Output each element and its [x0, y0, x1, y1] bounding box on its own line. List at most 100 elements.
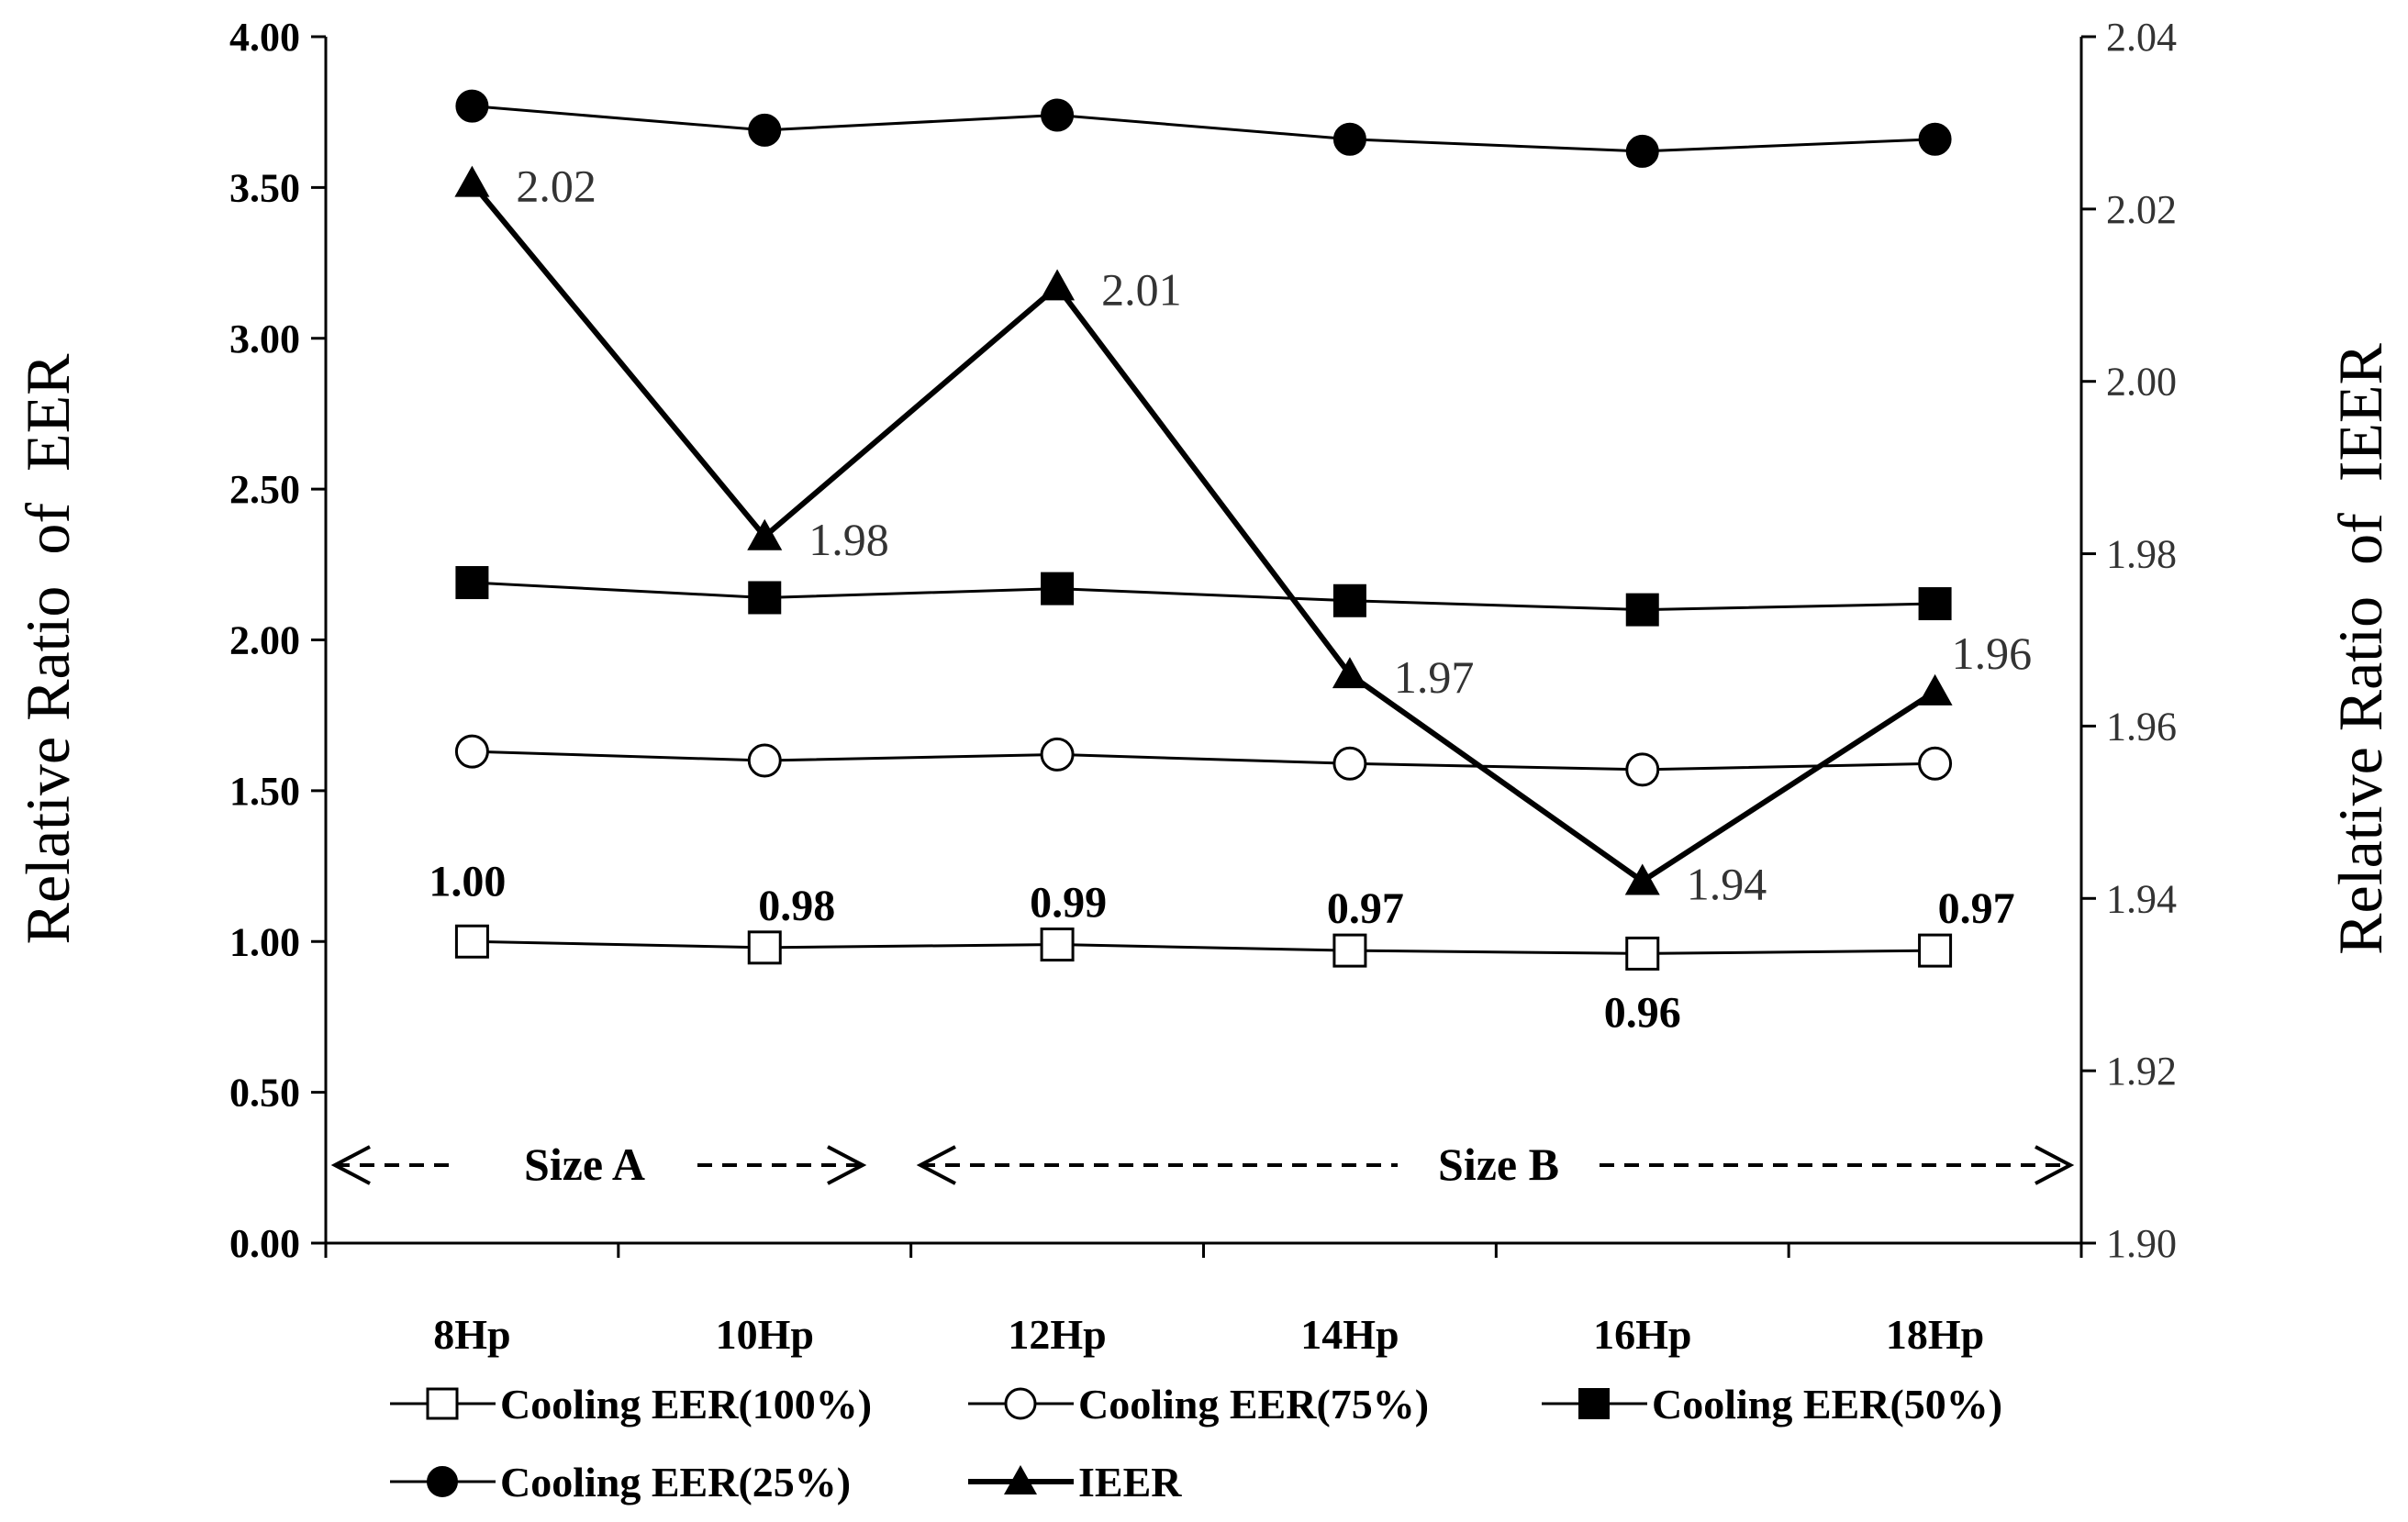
data-label: 0.99: [1030, 879, 1107, 928]
y-tick-left-label: 2.00: [229, 618, 300, 663]
data-point-marker: [747, 518, 783, 550]
series-cooling-eer-75: [454, 734, 1953, 787]
data-point-marker: [1332, 583, 1366, 617]
data-label: 0.97: [1938, 884, 2015, 933]
series-cooling-eer-50: [455, 566, 1952, 627]
data-label: 1.00: [429, 857, 506, 905]
y-tick-left-label: 1.50: [229, 769, 300, 814]
series-cooling-eer-25: [455, 89, 1952, 168]
legend-label: IEER: [1078, 1459, 1182, 1505]
data-labels: 1.00 0.98 0.99 0.97 0.96 0.97 2.02 1.98 2.01 1.97…: [429, 161, 2032, 1038]
legend-label: Cooling EER(75%): [1078, 1381, 1429, 1428]
data-point-marker: [1041, 98, 1075, 132]
y-tick-left-label: 3.00: [229, 317, 300, 361]
x-tick-label: 10Hp: [716, 1311, 814, 1358]
data-label: 2.02: [516, 161, 596, 212]
series-line: [472, 939, 1935, 955]
data-point-marker: [1918, 587, 1952, 621]
size-label: Size B: [1438, 1139, 1559, 1190]
data-point-marker: [1918, 933, 1953, 968]
y-tick-right-label: 2.00: [2106, 360, 2177, 405]
y-tick-left-label: 2.50: [229, 467, 300, 512]
size-label: Size A: [524, 1139, 645, 1190]
data-point-marker: [1917, 673, 1953, 705]
data-point-marker: [1625, 752, 1660, 787]
size-annotations: Size A Size B: [330, 1139, 2075, 1190]
legend-item: Cooling EER(100%): [390, 1381, 872, 1428]
y-tick-left-label: 0.00: [229, 1221, 300, 1266]
data-point-marker: [1332, 933, 1367, 968]
data-label: 1.94: [1687, 859, 1767, 910]
y-tick-right-label: 1.90: [2106, 1221, 2177, 1266]
size-annotation: Size B: [916, 1139, 2075, 1190]
series-ieer: [454, 165, 1953, 895]
y-tick-right-label: 1.92: [2106, 1049, 2177, 1094]
arrow-head: [916, 1145, 956, 1185]
data-point-marker: [748, 581, 782, 615]
y-tick-right-label: 2.02: [2106, 187, 2177, 232]
data-point-marker: [426, 1387, 459, 1420]
series-line: [472, 750, 1935, 772]
x-tick-label: 8Hp: [433, 1311, 510, 1358]
data-label: 1.98: [808, 514, 889, 565]
data-point-marker: [1918, 746, 1953, 781]
series-cooling-eer-100: [454, 924, 1953, 971]
arrow-head: [827, 1145, 867, 1185]
y-tick-left-label: 1.00: [229, 919, 300, 964]
data-point-marker: [1040, 928, 1075, 962]
series-line: [470, 181, 1937, 885]
data-point-marker: [1918, 122, 1952, 156]
data-label: 1.96: [1952, 628, 2033, 679]
x-tick-label: 12Hp: [1008, 1311, 1106, 1358]
series-layer: [454, 89, 1953, 971]
data-point-marker: [1040, 269, 1076, 301]
data-label: 0.98: [758, 882, 835, 930]
data-point-marker: [455, 566, 489, 600]
data-point-marker: [454, 165, 490, 197]
data-point-marker: [748, 113, 782, 147]
legend-item: Cooling EER(75%): [968, 1381, 1429, 1428]
data-point-marker: [1332, 122, 1366, 156]
data-point-marker: [1040, 737, 1075, 772]
data-point-marker: [1625, 134, 1659, 168]
data-point-marker: [1625, 593, 1659, 627]
data-point-marker: [747, 743, 782, 778]
y-axis-left-title: Relative Ratio of EER: [13, 353, 83, 945]
data-point-marker: [1332, 746, 1367, 781]
data-point-marker: [454, 924, 489, 959]
legend-label: Cooling EER(25%): [500, 1459, 851, 1505]
arrow-head: [330, 1145, 371, 1185]
axes: 0.00 0.50 1.00 1.50 2.00 2.50 3.00 3.50 4.00 1.90…: [13, 15, 2395, 1358]
y-tick-left-label: 3.50: [229, 165, 300, 210]
x-tick-label: 16Hp: [1593, 1311, 1691, 1358]
legend: Cooling EER(100%) Cooling EER(75%) Cooling…: [390, 1381, 2002, 1505]
y-tick-right-label: 1.98: [2106, 532, 2177, 577]
data-label: 1.97: [1394, 651, 1475, 703]
data-point-marker: [1004, 1387, 1037, 1420]
x-tick-label: 14Hp: [1300, 1311, 1399, 1358]
data-point-marker: [1578, 1388, 1610, 1419]
data-label: 0.96: [1604, 988, 1681, 1037]
y-tick-right-label: 1.96: [2106, 704, 2177, 749]
y-axis-right-title: Relative Ratio of IEER: [2325, 343, 2395, 955]
data-point-marker: [1332, 657, 1367, 689]
data-point-marker: [427, 1466, 458, 1497]
legend-label: Cooling EER(50%): [1652, 1381, 2002, 1428]
series-line: [472, 581, 1935, 612]
data-point-marker: [1004, 1465, 1037, 1494]
data-point-marker: [455, 89, 489, 123]
legend-item: Cooling EER(25%): [390, 1459, 851, 1505]
legend-item: Cooling EER(50%): [1542, 1381, 2002, 1428]
data-point-marker: [1624, 863, 1660, 895]
data-point-marker: [747, 930, 782, 965]
data-label: 0.97: [1327, 884, 1404, 933]
y-tick-right-label: 1.94: [2106, 876, 2177, 921]
legend-label: Cooling EER(100%): [500, 1381, 872, 1428]
data-point-marker: [1041, 572, 1075, 605]
y-tick-left-label: 4.00: [229, 15, 300, 60]
data-label: 2.01: [1101, 263, 1182, 315]
series-line: [472, 105, 1935, 153]
x-tick-label: 18Hp: [1886, 1311, 1984, 1358]
size-annotation: Size A: [330, 1139, 867, 1190]
